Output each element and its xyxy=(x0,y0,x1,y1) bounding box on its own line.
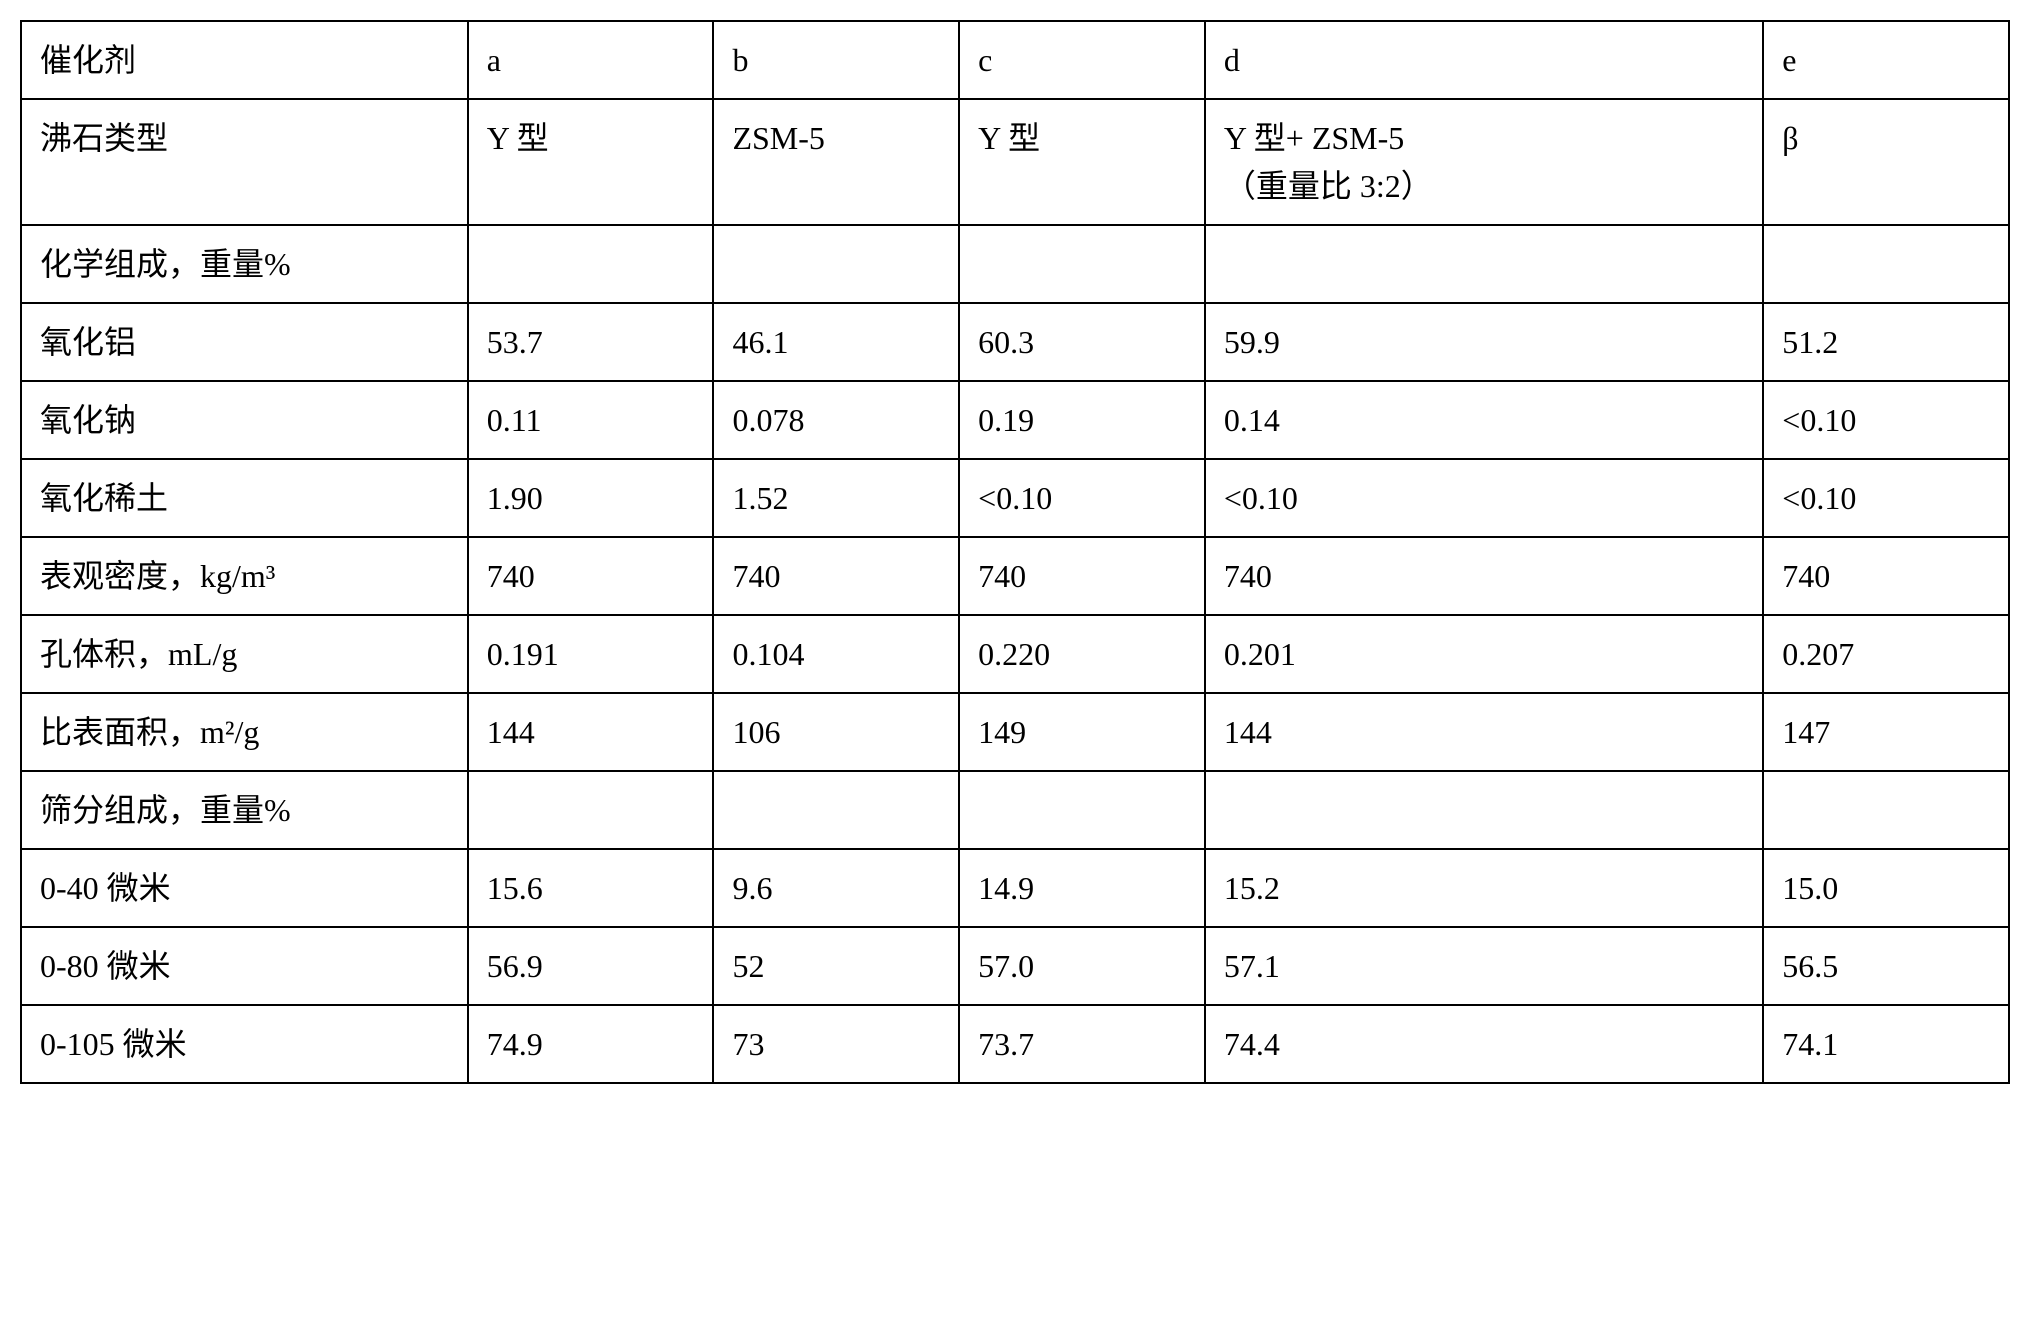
table-cell: c xyxy=(959,21,1205,99)
table-cell xyxy=(1763,225,2009,303)
table-cell: 53.7 xyxy=(468,303,714,381)
table-cell: 0-40 微米 xyxy=(21,849,468,927)
table-cell xyxy=(1763,771,2009,849)
table-cell xyxy=(468,225,714,303)
table-cell: 56.5 xyxy=(1763,927,2009,1005)
table-row: 氧化稀土 1.90 1.52 <0.10 <0.10 <0.10 xyxy=(21,459,2009,537)
table-row: 催化剂 a b c d e xyxy=(21,21,2009,99)
table-cell: 740 xyxy=(468,537,714,615)
table-cell: a xyxy=(468,21,714,99)
table-cell xyxy=(713,225,959,303)
table-cell: 144 xyxy=(1205,693,1763,771)
table-cell: 740 xyxy=(1205,537,1763,615)
table-cell: 0.14 xyxy=(1205,381,1763,459)
table-cell: 46.1 xyxy=(713,303,959,381)
table-cell: <0.10 xyxy=(959,459,1205,537)
table-row: 比表面积，m²/g 144 106 149 144 147 xyxy=(21,693,2009,771)
table-cell: 氧化铝 xyxy=(21,303,468,381)
table-cell: 0.19 xyxy=(959,381,1205,459)
table-cell: Y 型 xyxy=(468,99,714,225)
table-row: 筛分组成，重量% xyxy=(21,771,2009,849)
table-cell: 14.9 xyxy=(959,849,1205,927)
table-cell: 51.2 xyxy=(1763,303,2009,381)
table-cell xyxy=(959,771,1205,849)
table-cell: 106 xyxy=(713,693,959,771)
table-cell: 149 xyxy=(959,693,1205,771)
table-cell: 表观密度，kg/m³ xyxy=(21,537,468,615)
table-cell: 74.1 xyxy=(1763,1005,2009,1083)
table-cell: 0.078 xyxy=(713,381,959,459)
table-cell: <0.10 xyxy=(1205,459,1763,537)
table-cell: <0.10 xyxy=(1763,459,2009,537)
table-cell: 筛分组成，重量% xyxy=(21,771,468,849)
table-cell: 740 xyxy=(713,537,959,615)
table-cell xyxy=(468,771,714,849)
table-cell: 52 xyxy=(713,927,959,1005)
table-cell: 0.11 xyxy=(468,381,714,459)
table-cell: 1.52 xyxy=(713,459,959,537)
table-row: 氧化铝 53.7 46.1 60.3 59.9 51.2 xyxy=(21,303,2009,381)
table-cell: 15.6 xyxy=(468,849,714,927)
table-row: 氧化钠 0.11 0.078 0.19 0.14 <0.10 xyxy=(21,381,2009,459)
table-cell: 氧化钠 xyxy=(21,381,468,459)
table-row: 0-40 微米 15.6 9.6 14.9 15.2 15.0 xyxy=(21,849,2009,927)
table-cell: 0.207 xyxy=(1763,615,2009,693)
table-cell: 比表面积，m²/g xyxy=(21,693,468,771)
table-cell xyxy=(713,771,959,849)
table-cell: 15.0 xyxy=(1763,849,2009,927)
table-cell xyxy=(959,225,1205,303)
table-cell: e xyxy=(1763,21,2009,99)
table-cell: b xyxy=(713,21,959,99)
table-cell: 56.9 xyxy=(468,927,714,1005)
table-cell: 74.4 xyxy=(1205,1005,1763,1083)
table-row: 0-105 微米 74.9 73 73.7 74.4 74.1 xyxy=(21,1005,2009,1083)
table-cell: 147 xyxy=(1763,693,2009,771)
table-cell: 1.90 xyxy=(468,459,714,537)
table-cell: d xyxy=(1205,21,1763,99)
table-cell: <0.10 xyxy=(1763,381,2009,459)
table-cell: 73 xyxy=(713,1005,959,1083)
table-cell: 0-80 微米 xyxy=(21,927,468,1005)
table-row: 化学组成，重量% xyxy=(21,225,2009,303)
table-cell: Y 型 xyxy=(959,99,1205,225)
table-cell: Y 型+ ZSM-5（重量比 3:2） xyxy=(1205,99,1763,225)
table-cell: β xyxy=(1763,99,2009,225)
table-cell: 0.201 xyxy=(1205,615,1763,693)
table-row: 沸石类型 Y 型 ZSM-5 Y 型 Y 型+ ZSM-5（重量比 3:2） β xyxy=(21,99,2009,225)
table-cell: 740 xyxy=(959,537,1205,615)
table-cell xyxy=(1205,771,1763,849)
table-cell: 740 xyxy=(1763,537,2009,615)
table-row: 表观密度，kg/m³ 740 740 740 740 740 xyxy=(21,537,2009,615)
table-cell: 化学组成，重量% xyxy=(21,225,468,303)
table-cell: 沸石类型 xyxy=(21,99,468,225)
table-cell: ZSM-5 xyxy=(713,99,959,225)
table-body: 催化剂 a b c d e 沸石类型 Y 型 ZSM-5 Y 型 Y 型+ ZS… xyxy=(21,21,2009,1083)
table-row: 0-80 微米 56.9 52 57.0 57.1 56.5 xyxy=(21,927,2009,1005)
table-cell: 15.2 xyxy=(1205,849,1763,927)
table-cell: 9.6 xyxy=(713,849,959,927)
table-cell: 59.9 xyxy=(1205,303,1763,381)
table-cell: 73.7 xyxy=(959,1005,1205,1083)
table-cell: 57.1 xyxy=(1205,927,1763,1005)
table-cell: 催化剂 xyxy=(21,21,468,99)
table-cell: 氧化稀土 xyxy=(21,459,468,537)
table-cell: 57.0 xyxy=(959,927,1205,1005)
table-cell: 60.3 xyxy=(959,303,1205,381)
table-cell: 0-105 微米 xyxy=(21,1005,468,1083)
table-cell xyxy=(1205,225,1763,303)
table-cell: 0.104 xyxy=(713,615,959,693)
table-cell: 0.220 xyxy=(959,615,1205,693)
table-cell: 144 xyxy=(468,693,714,771)
table-cell: 74.9 xyxy=(468,1005,714,1083)
table-cell: 孔体积，mL/g xyxy=(21,615,468,693)
catalyst-properties-table: 催化剂 a b c d e 沸石类型 Y 型 ZSM-5 Y 型 Y 型+ ZS… xyxy=(20,20,2010,1084)
table-row: 孔体积，mL/g 0.191 0.104 0.220 0.201 0.207 xyxy=(21,615,2009,693)
table-cell: 0.191 xyxy=(468,615,714,693)
